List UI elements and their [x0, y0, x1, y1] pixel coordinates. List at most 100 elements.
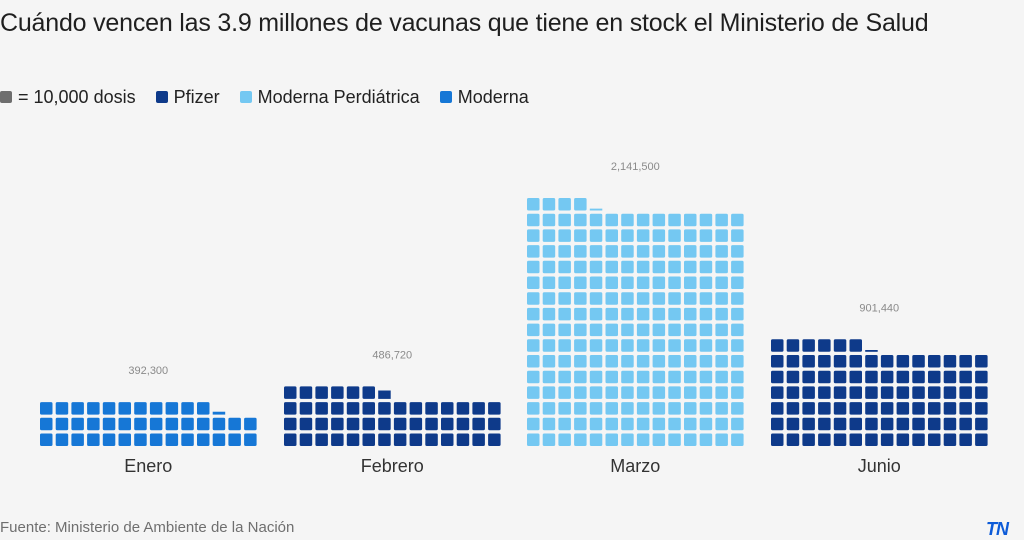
- waffle-cell: [558, 402, 571, 415]
- waffle-cell: [149, 402, 163, 415]
- waffle-cell: [865, 355, 878, 368]
- waffle-cell: [558, 370, 571, 384]
- waffle-cell: [574, 417, 587, 431]
- waffle-cell: [715, 386, 728, 399]
- waffle-cell: [574, 260, 587, 274]
- waffle-cell: [118, 433, 131, 446]
- waffle-cell: [959, 433, 972, 446]
- waffle-cell: [786, 433, 800, 446]
- waffle-cell: [975, 355, 988, 368]
- waffle-cell: [55, 402, 69, 415]
- waffle-cell: [668, 229, 681, 242]
- waffle-cell: [896, 402, 910, 415]
- waffle-cell: [771, 386, 784, 399]
- waffle-cell: [699, 292, 713, 305]
- waffle-cell: [527, 292, 540, 305]
- waffle-cell: [699, 229, 713, 242]
- waffle-cell: [87, 433, 100, 446]
- waffle-cell: [362, 417, 375, 431]
- value-label: 901,440: [859, 302, 899, 314]
- waffle-cell: [959, 402, 972, 415]
- waffle-cell: [393, 417, 407, 431]
- waffle-cell: [605, 213, 618, 227]
- waffle-cell: [621, 245, 634, 258]
- waffle-cell: [589, 386, 603, 399]
- waffle-cell: [896, 386, 910, 399]
- waffle-cell: [699, 276, 713, 289]
- waffle-cell: [636, 433, 650, 446]
- waffle-cell: [488, 402, 501, 415]
- waffle-cell: [527, 355, 540, 368]
- waffle-cell: [771, 417, 784, 431]
- waffle-cell: [684, 433, 697, 446]
- waffle-cell: [684, 386, 697, 399]
- waffle-cell: [802, 355, 815, 368]
- waffle-cell: [378, 433, 391, 446]
- waffle-cell: [849, 339, 862, 352]
- waffle-cell: [574, 198, 587, 211]
- waffle-cell: [818, 402, 831, 415]
- waffle-cell: [71, 433, 84, 446]
- legend-item-moderna: Moderna: [439, 87, 529, 108]
- waffle-cell: [605, 370, 618, 384]
- legend-item-unit: = 10,000 dosis: [0, 87, 136, 108]
- waffle-cell: [542, 355, 556, 368]
- waffle-cell: [605, 307, 618, 321]
- waffle-cell: [589, 245, 603, 258]
- waffle-cell: [668, 386, 681, 399]
- waffle-cell: [699, 339, 713, 352]
- waffle-cell: [865, 370, 878, 384]
- waffle-cell: [715, 355, 728, 368]
- waffle-cell: [880, 370, 894, 384]
- waffle-cell: [605, 433, 618, 446]
- waffle-cell: [542, 307, 556, 321]
- waffle-cell: [331, 402, 344, 415]
- waffle-cell: [865, 417, 878, 431]
- legend-label-moderna-pediatrica: Moderna Perdiátrica: [257, 86, 420, 107]
- waffle-cell: [684, 402, 697, 415]
- waffle-cell: [849, 355, 862, 368]
- waffle-cell: [542, 292, 556, 305]
- waffle-cell: [652, 402, 666, 415]
- waffle-cell: [472, 402, 485, 415]
- tn-logo: TN: [986, 519, 1009, 539]
- waffle-cell: [605, 229, 618, 242]
- waffle-cell: [833, 386, 847, 399]
- waffle-cell: [818, 417, 831, 431]
- waffle-cell: [731, 355, 744, 368]
- waffle-cell: [542, 229, 556, 242]
- waffle-cell: [652, 370, 666, 384]
- waffle-cell: [393, 433, 407, 446]
- waffle-cell: [731, 260, 744, 274]
- waffle-cell: [715, 292, 728, 305]
- source-note: Fuente: Ministerio de Ambiente de la Nac…: [0, 519, 295, 536]
- waffle-cell: [771, 402, 784, 415]
- waffle-cell: [880, 417, 894, 431]
- waffle-cell: [652, 323, 666, 337]
- waffle-cell: [228, 417, 241, 431]
- waffle-cell: [652, 229, 666, 242]
- waffle-cell: [55, 417, 69, 431]
- waffle-cell: [284, 386, 297, 399]
- waffle-cell: [134, 417, 147, 431]
- waffle-cell: [621, 355, 634, 368]
- waffle-cell: [542, 260, 556, 274]
- waffle-cell: [684, 213, 697, 227]
- waffle-cell: [802, 370, 815, 384]
- waffle-cell: [684, 355, 697, 368]
- waffle-cell: [605, 323, 618, 337]
- waffle-cell: [731, 307, 744, 321]
- waffle-cell: [472, 417, 485, 431]
- waffle-cell: [715, 307, 728, 321]
- waffle-cell: [802, 417, 815, 431]
- waffle-cell: [975, 417, 988, 431]
- category-label: Febrero: [361, 456, 424, 476]
- waffle-cell: [684, 307, 697, 321]
- waffle-cell: [456, 433, 470, 446]
- waffle-cell: [165, 433, 179, 446]
- waffle-cell: [558, 323, 571, 337]
- waffle-cell: [699, 323, 713, 337]
- waffle-cell: [542, 198, 556, 211]
- waffle-cell: [197, 402, 210, 415]
- waffle-cell: [102, 417, 116, 431]
